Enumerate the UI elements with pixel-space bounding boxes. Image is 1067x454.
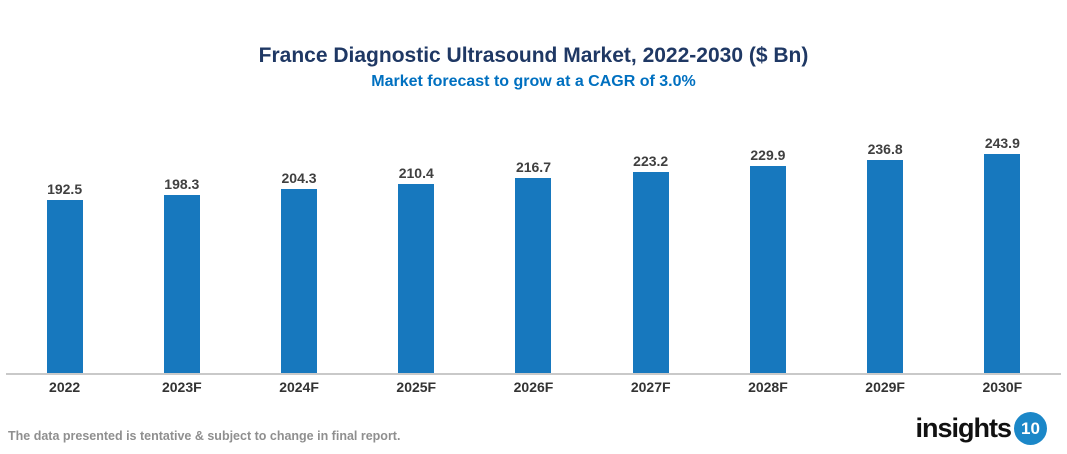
- bar-column: 216.7: [475, 128, 592, 373]
- bar-value-label: 204.3: [281, 170, 317, 187]
- bar: [46, 199, 83, 373]
- bar-value-label: 229.9: [750, 147, 786, 164]
- logo-10-badge: 10: [1014, 412, 1047, 445]
- bar-value-label: 223.2: [633, 153, 669, 170]
- bar: [163, 194, 200, 373]
- bar-value-label: 210.4: [398, 164, 434, 181]
- bar-column: 210.4: [358, 128, 475, 373]
- bar: [632, 172, 669, 373]
- x-axis-tick-label: 2024F: [279, 379, 319, 395]
- bar-column: 192.5: [6, 128, 123, 373]
- bar-column: 236.8: [827, 128, 944, 373]
- bar-column: 243.9: [944, 128, 1061, 373]
- bar: [398, 183, 435, 373]
- chart-subtitle: Market forecast to grow at a CAGR of 3.0…: [371, 73, 696, 90]
- x-axis-tick-label: 2022: [49, 379, 81, 395]
- insights10-logo: insights 10: [915, 412, 1047, 445]
- disclaimer-text: The data presented is tentative & subjec…: [8, 429, 401, 443]
- chart-title: France Diagnostic Ultrasound Market, 202…: [258, 44, 809, 67]
- bar-column: 223.2: [592, 128, 709, 373]
- x-axis-tick-label: 2029F: [865, 379, 905, 395]
- bar-value-label: 236.8: [867, 140, 903, 157]
- x-axis-tick-label: 2026F: [513, 379, 554, 395]
- bar: [867, 159, 904, 373]
- logo-wordmark: insights: [915, 413, 1012, 443]
- x-axis-tick-label: 2030F: [982, 379, 1023, 395]
- x-axis-tick-label: 2027F: [630, 379, 671, 395]
- bar: [515, 177, 552, 373]
- x-axis-tick-label: 2025F: [396, 379, 437, 395]
- bar-value-label: 216.7: [515, 158, 551, 175]
- bar: [749, 166, 786, 373]
- bar: [984, 153, 1021, 373]
- x-axis-tick-label: 2028F: [748, 379, 788, 395]
- bar-chart-plot-area: 192.5 198.3 204.3 210.4 216.7 223.2 229.…: [6, 128, 1061, 375]
- bar-value-label: 198.3: [164, 175, 200, 192]
- bar-value-label: 192.5: [47, 180, 83, 197]
- bar: [281, 189, 318, 373]
- bar-column: 204.3: [240, 128, 357, 373]
- bar-value-label: 243.9: [984, 134, 1020, 151]
- bar-column: 229.9: [709, 128, 826, 373]
- bar-column: 198.3: [123, 128, 240, 373]
- x-axis-tick-label: 2023F: [161, 379, 202, 395]
- x-axis-labels-row: 2022 2023F 2024F 2025F 2026F 2027F 2028F…: [6, 379, 1061, 395]
